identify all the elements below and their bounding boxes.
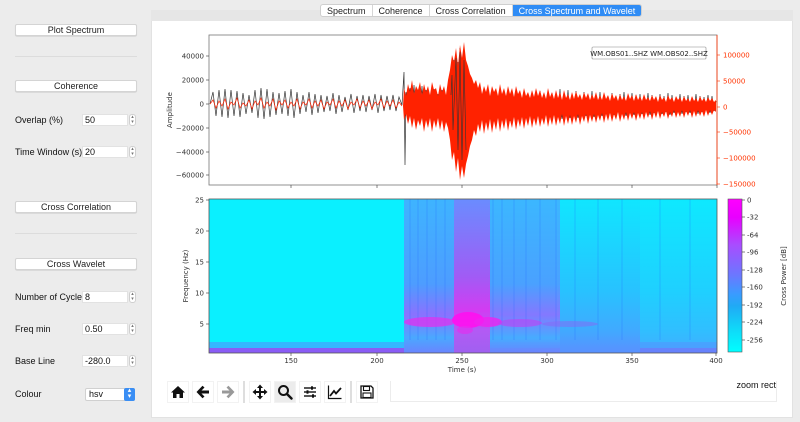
separator	[15, 233, 137, 234]
trace-obs02	[209, 96, 403, 112]
legend: WM.OBS01..SHZ WM.OBS02..SHZ	[590, 46, 708, 60]
zoom-button[interactable]	[274, 381, 296, 403]
svg-text:150: 150	[284, 357, 297, 365]
svg-text:-256: -256	[747, 337, 763, 345]
toolbar-separator	[243, 381, 245, 403]
configure-subplots-icon	[304, 386, 316, 398]
svg-text:-224: -224	[747, 319, 763, 327]
svg-text:40000: 40000	[182, 53, 204, 61]
toolbar-mode-text: zoom rect	[736, 380, 776, 390]
pan-icon	[252, 384, 268, 400]
home-button[interactable]	[167, 381, 189, 403]
tab-cross-correlation[interactable]: Cross Correlation	[430, 5, 513, 16]
tab-coherence[interactable]: Coherence	[373, 5, 430, 16]
save-button[interactable]	[356, 381, 378, 403]
freq-min-stepper[interactable]: ▴ ▾	[129, 323, 136, 335]
forward-arrow-icon	[222, 385, 235, 399]
colorbar-label: Cross Power [dB]	[780, 246, 788, 306]
svg-text:-64: -64	[747, 232, 759, 240]
status-box	[390, 381, 777, 402]
overlap-stepper[interactable]: ▴ ▾	[129, 114, 136, 126]
colour-label: Colour	[15, 389, 42, 399]
svg-text:50000: 50000	[723, 78, 745, 86]
time-window-input[interactable]: 20	[82, 146, 128, 158]
y-axis-label: Frequency (Hz)	[182, 249, 190, 302]
colour-select[interactable]: hsv ▴ ▾	[85, 387, 135, 401]
svg-text:−60000: −60000	[176, 172, 204, 180]
cross-correlation-button[interactable]: Cross Correlation	[15, 201, 137, 213]
navigation-toolbar	[167, 381, 378, 403]
base-line-input[interactable]: -280.0	[82, 355, 128, 367]
cross-wavelet-button[interactable]: Cross Wavelet	[15, 258, 137, 270]
forward-button[interactable]	[217, 381, 239, 403]
svg-text:20: 20	[195, 228, 204, 236]
toolbar-separator	[350, 381, 352, 403]
home-icon	[171, 386, 185, 398]
number-of-cycles-stepper[interactable]: ▴ ▾	[129, 291, 136, 303]
waveform-plot: 40000 20000 0 −20000 −40000 −60000 Ampli…	[166, 34, 756, 189]
tab-cross-spectrum-wavelet[interactable]: Cross Spectrum and Wavelet	[512, 5, 642, 16]
separator	[15, 56, 137, 57]
x-axis-label: Time (s)	[447, 366, 477, 374]
tab-spectrum[interactable]: Spectrum	[321, 5, 373, 16]
trace-obs02-burst	[403, 42, 716, 180]
svg-text:−20000: −20000	[176, 125, 204, 133]
time-window-label: Time Window (s)	[15, 147, 83, 157]
svg-text:20000: 20000	[182, 77, 204, 85]
control-panel: Plot Spectrum Coherence Overlap (%) 50 ▴…	[0, 0, 150, 422]
svg-text:−50000: −50000	[723, 129, 751, 137]
svg-text:-96: -96	[747, 249, 759, 257]
time-window-stepper[interactable]: ▴ ▾	[129, 146, 136, 158]
wavelet-spectrogram: 25 20 15 10 5 Frequency (Hz) 150 200 250…	[182, 197, 723, 375]
svg-text:-32: -32	[747, 214, 758, 222]
number-of-cycles-input[interactable]: 8	[82, 291, 128, 303]
freq-min-input[interactable]: 0.50	[82, 323, 128, 335]
zoom-icon	[278, 385, 293, 400]
plot-canvas[interactable]: 40000 20000 0 −20000 −40000 −60000 Ampli…	[158, 30, 788, 375]
svg-text:5: 5	[200, 321, 204, 329]
svg-text:0: 0	[200, 101, 204, 109]
legend-label: WM.OBS01..SHZ WM.OBS02..SHZ	[590, 50, 708, 58]
svg-text:−150000: −150000	[723, 181, 756, 189]
chevron-updown-icon: ▴ ▾	[124, 387, 135, 401]
tab-bar: Spectrum Coherence Cross Correlation Cro…	[320, 4, 643, 17]
back-button[interactable]	[192, 381, 214, 403]
svg-text:-128: -128	[747, 267, 763, 275]
save-icon	[360, 385, 374, 399]
colour-select-value: hsv	[89, 389, 104, 399]
svg-text:300: 300	[540, 357, 553, 365]
overlap-label: Overlap (%)	[15, 115, 64, 125]
freq-min-label: Freq min	[15, 324, 51, 334]
svg-text:15: 15	[195, 259, 204, 267]
base-line-label: Base Line	[15, 356, 56, 366]
svg-text:-160: -160	[747, 284, 763, 292]
number-of-cycles-label: Number of Cycles	[15, 292, 87, 302]
colorbar: 0 -32 -64 -96 -128 -160 -192 -224 -256 C…	[727, 197, 788, 353]
back-arrow-icon	[196, 385, 209, 399]
svg-text:10: 10	[195, 290, 204, 298]
plot-spectrum-button[interactable]: Plot Spectrum	[15, 24, 137, 36]
base-line-stepper[interactable]: ▴ ▾	[129, 355, 136, 367]
svg-text:0: 0	[723, 104, 727, 112]
svg-text:-192: -192	[747, 302, 763, 310]
edit-axis-button[interactable]	[324, 381, 346, 403]
svg-text:200: 200	[370, 357, 383, 365]
overlap-input[interactable]: 50	[82, 114, 128, 126]
configure-subplots-button[interactable]	[299, 381, 321, 403]
coherence-button[interactable]: Coherence	[15, 80, 137, 92]
svg-text:25: 25	[195, 197, 204, 205]
svg-text:0: 0	[747, 197, 751, 205]
svg-text:−40000: −40000	[176, 149, 204, 157]
pan-button[interactable]	[249, 381, 271, 403]
svg-text:−100000: −100000	[723, 155, 756, 163]
svg-text:Amplitude: Amplitude	[166, 92, 174, 128]
svg-text:100000: 100000	[723, 52, 750, 60]
svg-text:350: 350	[625, 357, 638, 365]
edit-axis-icon	[327, 385, 342, 400]
svg-text:400: 400	[709, 357, 722, 365]
svg-text:250: 250	[455, 357, 468, 365]
